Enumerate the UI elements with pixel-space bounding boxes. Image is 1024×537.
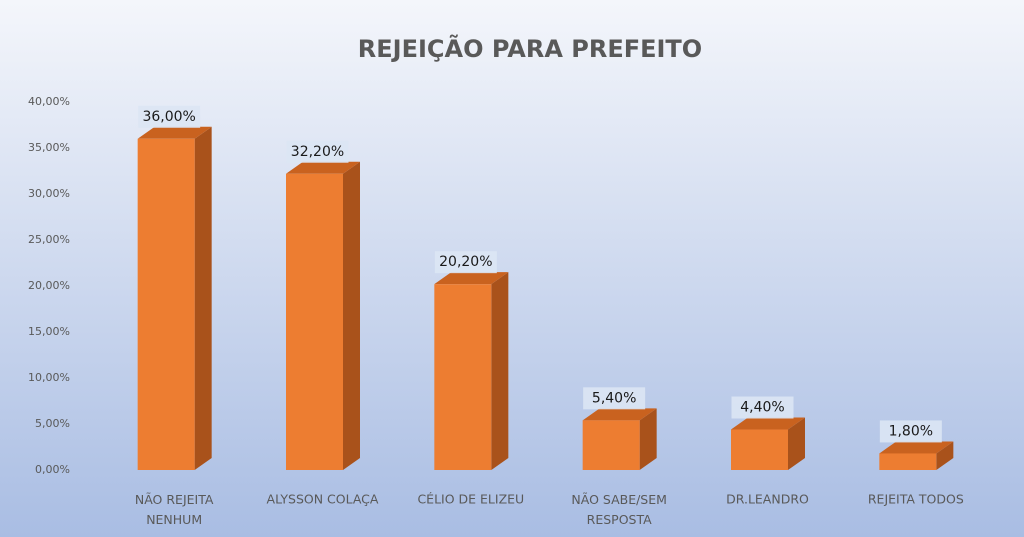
value-label: 32,20% — [291, 144, 344, 160]
value-label: 36,00% — [142, 109, 195, 125]
x-tick-label: DR.LEANDRO — [726, 492, 809, 507]
bar-side — [788, 417, 805, 470]
value-label: 1,80% — [889, 423, 933, 439]
bar-front — [582, 420, 640, 470]
x-tick-label: ALYSSON COLAÇA — [267, 492, 379, 507]
bar-side — [343, 161, 360, 470]
bar-top — [879, 441, 954, 454]
bar-top — [731, 417, 805, 430]
bar-side — [639, 408, 657, 470]
bar-top — [286, 161, 360, 174]
bar-top — [434, 272, 509, 285]
value-label-box — [138, 105, 201, 128]
bar-side — [491, 272, 509, 470]
bar-top — [137, 126, 212, 139]
bar-front — [879, 453, 937, 470]
y-tick-label: 10,00% — [28, 371, 70, 384]
bar — [286, 161, 360, 470]
value-label: 4,40% — [740, 400, 784, 416]
bar — [137, 126, 212, 471]
value-label-box — [879, 420, 942, 443]
bar — [879, 441, 954, 470]
bar — [582, 408, 657, 470]
y-tick-label: 15,00% — [28, 325, 70, 338]
value-label-box — [583, 387, 646, 410]
x-tick-label: NÃO SABE/SEM RESPOSTA — [571, 492, 667, 527]
y-tick-label: 40,00% — [28, 95, 70, 108]
y-tick-label: 35,00% — [28, 141, 70, 154]
y-tick-label: 30,00% — [28, 187, 70, 200]
bar-side — [194, 126, 212, 471]
x-tick-label: CÉLIO DE ELIZEU — [417, 492, 524, 507]
bar-side — [936, 441, 954, 470]
x-tick-label: NÃO REJEITA NENHUM — [135, 492, 214, 527]
y-tick-label: 20,00% — [28, 279, 70, 292]
value-label-box — [731, 396, 794, 419]
bar-front — [286, 173, 343, 470]
y-tick-label: 25,00% — [28, 233, 70, 246]
bar — [434, 272, 509, 470]
bar — [731, 417, 805, 470]
x-tick-label: REJEITA TODOS — [868, 492, 964, 507]
value-label: 20,20% — [439, 254, 492, 270]
bar-front — [731, 429, 788, 470]
value-label-box — [286, 140, 349, 163]
value-label-box — [434, 251, 497, 274]
value-label: 5,40% — [592, 390, 636, 406]
bar-top — [582, 408, 657, 421]
y-tick-label: 0,00% — [35, 463, 70, 476]
y-tick-label: 5,00% — [35, 417, 70, 430]
bar-front — [137, 138, 195, 471]
bar-front — [434, 284, 492, 470]
chart-title: REJEIÇÃO PARA PREFEITO — [358, 34, 702, 63]
